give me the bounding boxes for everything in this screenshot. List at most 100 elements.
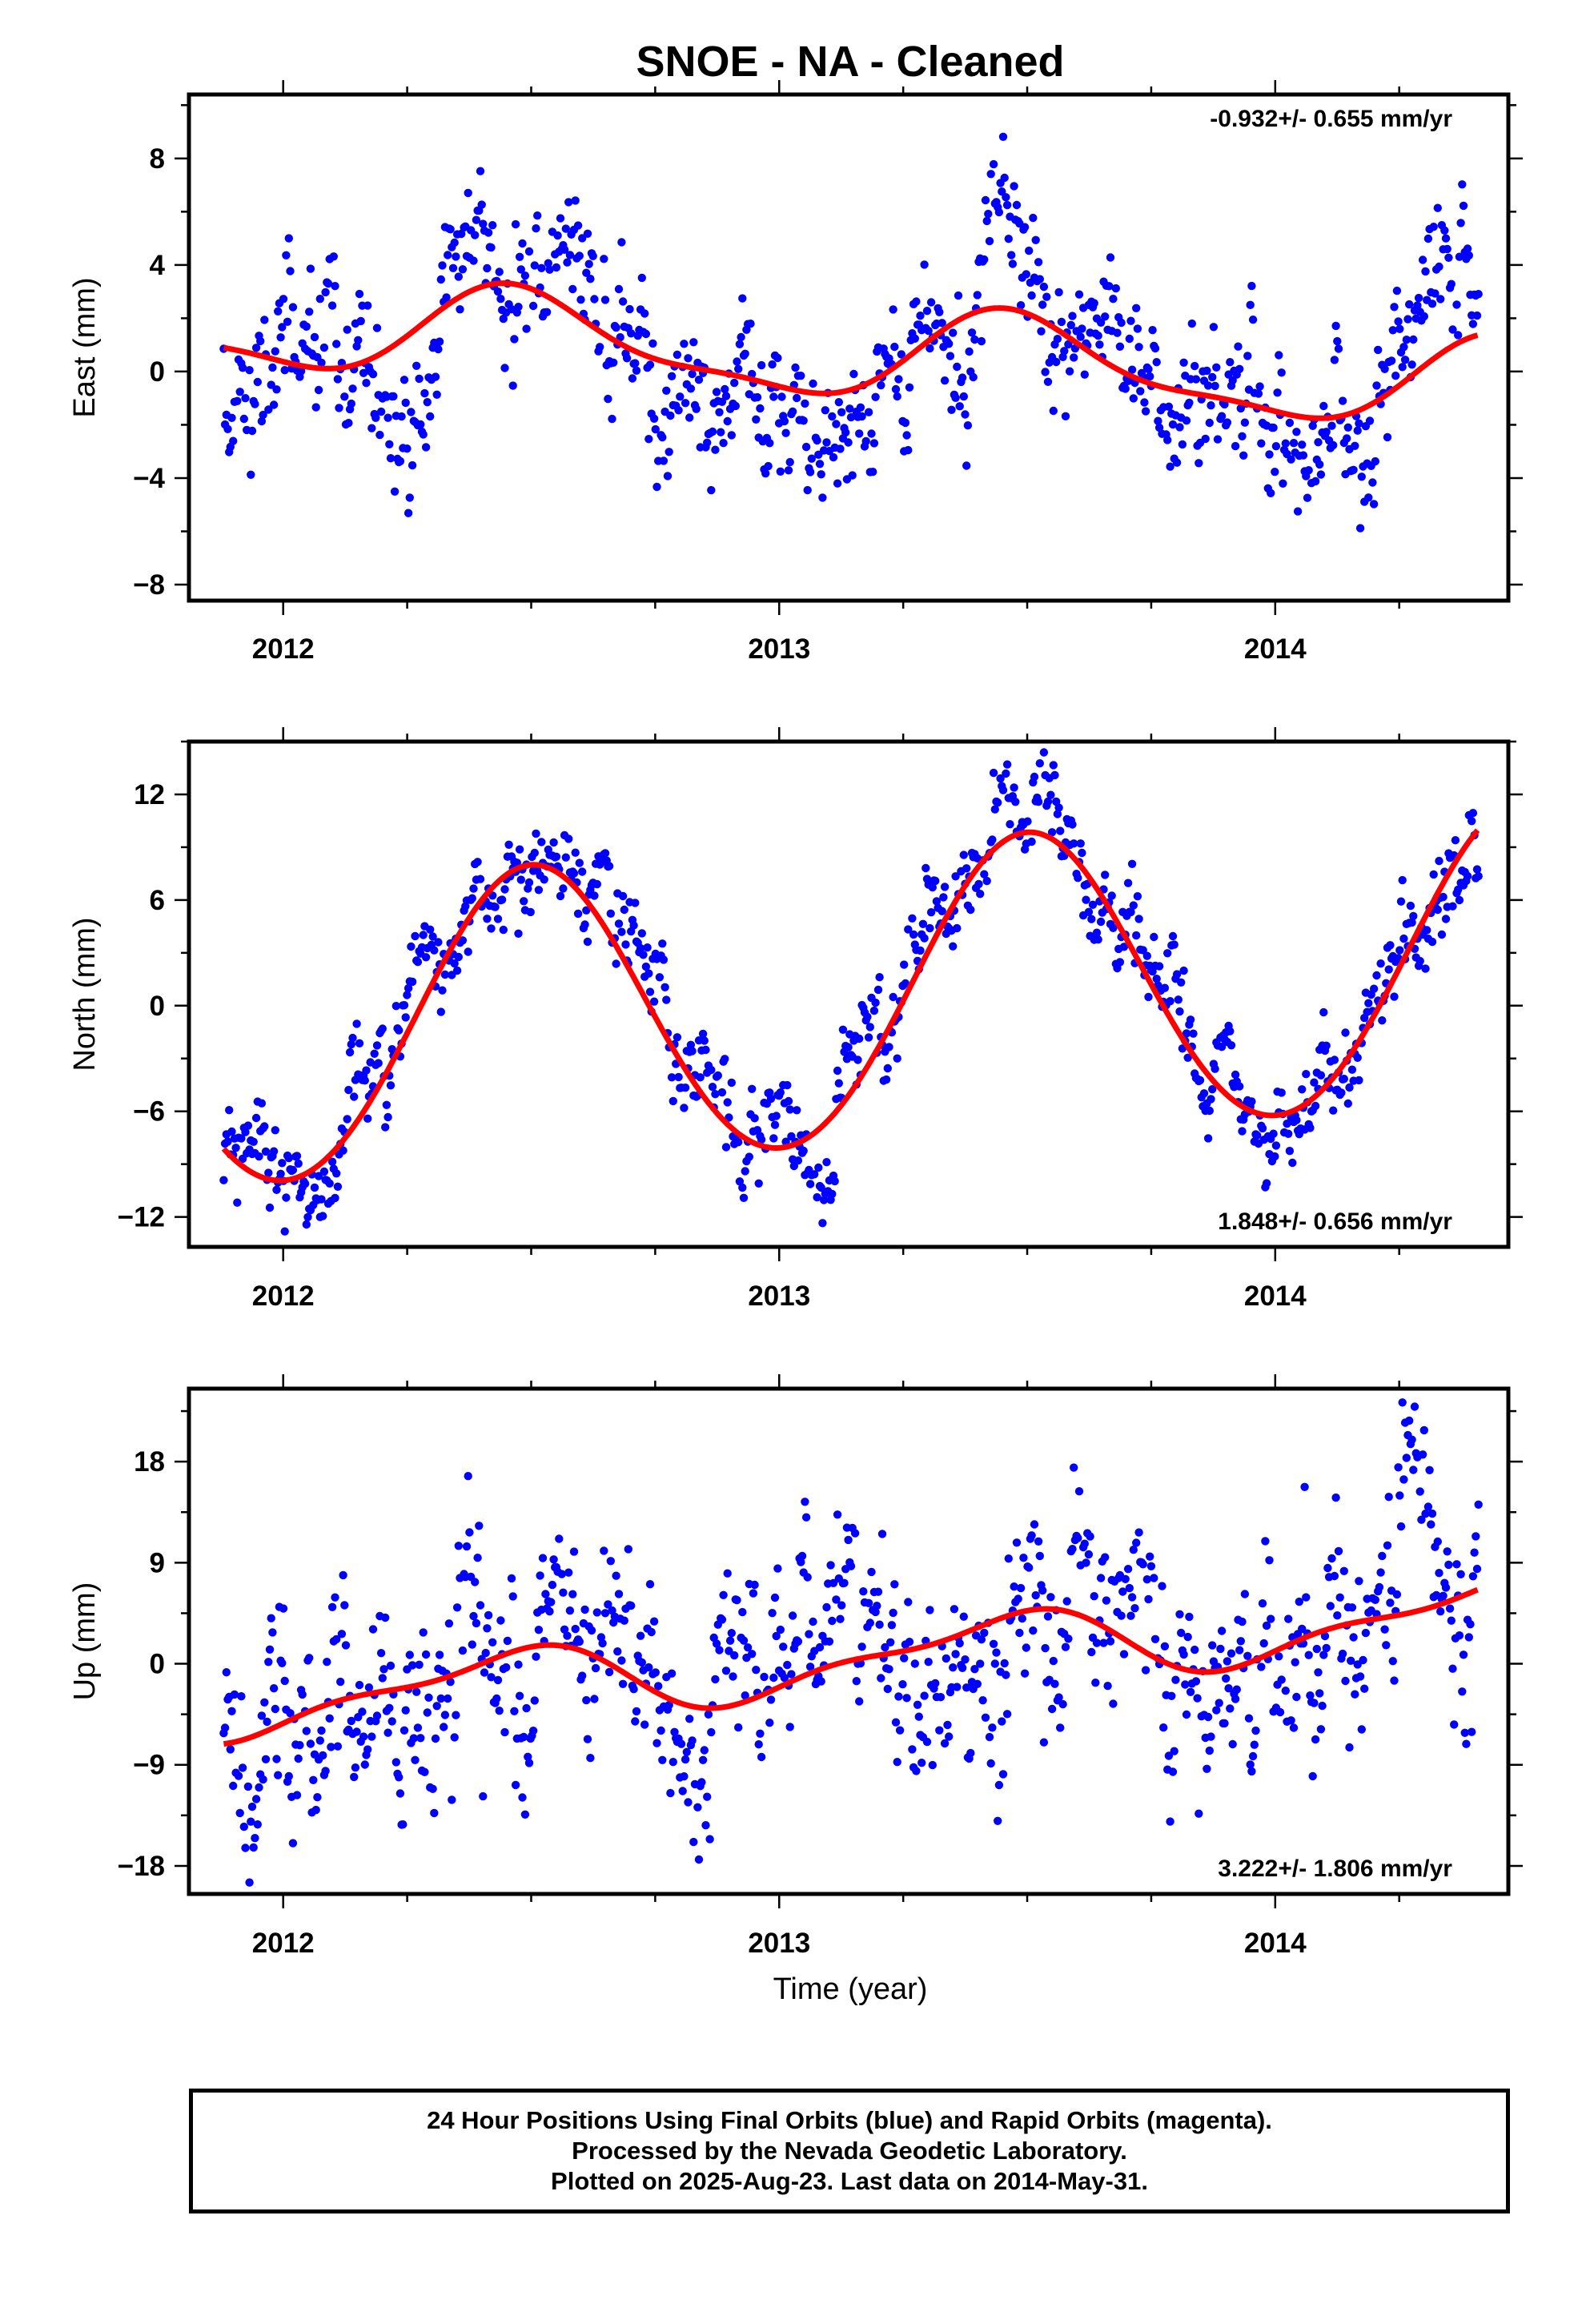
- east-data-point: [935, 308, 944, 316]
- up-data-point: [471, 1578, 480, 1586]
- east-data-point: [1152, 358, 1161, 367]
- east-data-point: [832, 420, 841, 428]
- up-data-point: [1123, 1565, 1133, 1574]
- up-data-point: [292, 1791, 302, 1799]
- up-data-point: [961, 1655, 970, 1664]
- up-data-point: [943, 1720, 952, 1730]
- up-data-point: [1226, 1704, 1235, 1713]
- north-data-point: [1070, 839, 1078, 848]
- up-data-point: [488, 1638, 497, 1647]
- north-y-tick-label: −6: [133, 1096, 165, 1128]
- east-data-point: [877, 380, 885, 390]
- north-data-point: [1345, 1083, 1354, 1092]
- north-data-point: [362, 1066, 371, 1075]
- north-data-point: [1455, 895, 1464, 905]
- north-data-point: [1258, 1124, 1267, 1133]
- north-data-point: [1319, 1007, 1328, 1017]
- north-data-point: [949, 942, 958, 951]
- north-data-point: [363, 1114, 372, 1124]
- east-data-point: [1452, 300, 1461, 309]
- north-data-point: [348, 1033, 357, 1043]
- up-data-point: [769, 1673, 778, 1683]
- east-data-point: [1000, 173, 1009, 183]
- up-data-point: [640, 1720, 649, 1729]
- up-data-point: [649, 1617, 659, 1626]
- up-data-point: [1248, 1751, 1258, 1761]
- up-data-point: [587, 1626, 596, 1635]
- up-data-point: [977, 1635, 986, 1644]
- east-data-point: [821, 406, 830, 415]
- up-data-point: [1458, 1687, 1467, 1696]
- east-data-point: [319, 343, 329, 352]
- up-data-point: [222, 1668, 231, 1677]
- east-data-point: [1094, 332, 1102, 340]
- up-data-point: [534, 1626, 544, 1634]
- up-data-point: [760, 1672, 769, 1682]
- up-data-point: [1347, 1656, 1355, 1665]
- east-data-point: [368, 370, 378, 379]
- up-data-point: [347, 1716, 355, 1726]
- east-data-point: [1399, 343, 1408, 352]
- east-data-point: [1064, 340, 1073, 349]
- east-data-point: [600, 296, 610, 304]
- up-data-point: [1327, 1554, 1336, 1563]
- up-data-point: [323, 1658, 331, 1667]
- north-data-point: [681, 1084, 690, 1092]
- up-data-point: [272, 1755, 281, 1763]
- east-y-axis-label: East (mm): [68, 277, 102, 417]
- north-data-point: [813, 1192, 821, 1202]
- up-data-point: [1228, 1739, 1237, 1749]
- north-data-point: [1427, 937, 1437, 947]
- east-data-point: [809, 379, 817, 388]
- east-data-point: [949, 328, 958, 337]
- up-data-point: [251, 1795, 261, 1803]
- north-data-point: [1078, 848, 1086, 858]
- north-data-point: [352, 1019, 361, 1028]
- up-data-point: [249, 1843, 258, 1852]
- east-data-point: [764, 461, 773, 471]
- up-data-point: [578, 1671, 587, 1680]
- up-data-point: [1134, 1528, 1143, 1537]
- east-data-point: [471, 231, 480, 239]
- up-data-point: [666, 1788, 675, 1798]
- east-data-point: [274, 307, 283, 316]
- up-data-point: [612, 1571, 620, 1580]
- north-data-point: [738, 1183, 747, 1192]
- up-data-point: [617, 1656, 626, 1665]
- east-data-point: [516, 265, 525, 274]
- up-data-point: [559, 1588, 568, 1597]
- east-data-point: [1111, 283, 1121, 293]
- north-data-point: [497, 895, 507, 904]
- caption-line-1: 24 Hour Positions Using Final Orbits (bl…: [427, 2106, 1272, 2134]
- up-data-point: [1357, 1725, 1367, 1734]
- up-data-point: [420, 1767, 429, 1776]
- east-data-point: [985, 236, 994, 246]
- north-data-point: [1092, 928, 1102, 937]
- east-data-point: [479, 219, 488, 228]
- east-data-point: [741, 349, 749, 358]
- up-data-point: [548, 1580, 557, 1590]
- up-data-point: [1468, 1572, 1478, 1581]
- north-data-point: [520, 897, 528, 906]
- east-data-point: [405, 493, 414, 502]
- north-data-point: [280, 1227, 289, 1236]
- up-data-point: [1018, 1614, 1027, 1623]
- up-data-point: [237, 1692, 246, 1701]
- up-data-point: [1171, 1675, 1180, 1684]
- east-data-point: [1127, 365, 1137, 374]
- east-data-point: [973, 291, 982, 300]
- up-data-point: [1183, 1632, 1192, 1642]
- up-data-point: [684, 1798, 693, 1807]
- up-data-point: [632, 1707, 641, 1716]
- north-data-point: [1399, 934, 1408, 943]
- north-data-point: [864, 1033, 873, 1042]
- up-data-point: [873, 1602, 881, 1610]
- east-data-point: [1043, 377, 1053, 386]
- up-data-point: [399, 1820, 408, 1829]
- up-data-point: [712, 1639, 721, 1648]
- up-data-point: [739, 1636, 749, 1645]
- up-data-point: [259, 1775, 267, 1784]
- north-data-point: [1208, 1085, 1217, 1094]
- east-data-point: [356, 316, 365, 326]
- up-data-point: [620, 1616, 628, 1625]
